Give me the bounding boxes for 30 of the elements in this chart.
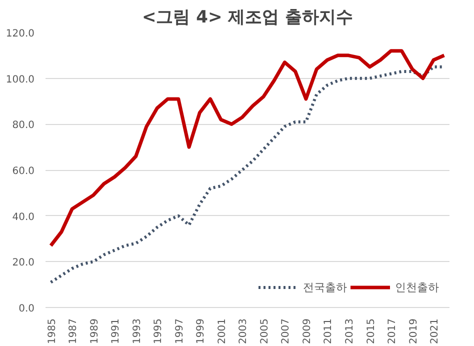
y-tick-label: 20.0 bbox=[12, 258, 34, 269]
y-tick-label: 100.0 bbox=[6, 74, 35, 86]
line-series bbox=[49, 49, 446, 248]
x-tick-label: 2015 bbox=[366, 318, 377, 344]
x-tick-label: 1997 bbox=[174, 318, 186, 344]
x-tick-label: 1999 bbox=[196, 318, 207, 344]
y-tick-label: 80.0 bbox=[12, 120, 34, 132]
x-tick-label: 2017 bbox=[387, 318, 398, 344]
x-tick-label: 1987 bbox=[68, 318, 80, 344]
x-tick-label: 1991 bbox=[110, 318, 122, 344]
x-tick-label: 2013 bbox=[344, 318, 356, 344]
x-tick-label: 1985 bbox=[46, 318, 58, 344]
chart-title: <그림 4> 제조업 출하지수 bbox=[142, 8, 354, 28]
legend-label: 인천출하 bbox=[395, 280, 439, 294]
legend-label: 전국출하 bbox=[303, 280, 347, 294]
x-tick-label: 2019 bbox=[408, 318, 420, 344]
x-tick-label: 2021 bbox=[430, 318, 441, 344]
x-tick-label: 1993 bbox=[132, 318, 143, 344]
x-tick-label: 2007 bbox=[280, 318, 292, 344]
x-tick-label: 2009 bbox=[302, 318, 313, 344]
y-tick-label: 60.0 bbox=[12, 166, 34, 177]
x-tick-label: 2011 bbox=[323, 318, 334, 344]
x-tick-label: 1989 bbox=[89, 318, 100, 344]
y-tick-label: 40.0 bbox=[12, 212, 34, 223]
x-tick-label: 2003 bbox=[238, 318, 250, 344]
x-tick-label: 1995 bbox=[153, 318, 164, 344]
y-tick-label: 120.0 bbox=[6, 28, 35, 40]
x-tick-label: 2005 bbox=[259, 318, 270, 344]
y-tick-label: 0.0 bbox=[18, 304, 35, 314]
x-tick-label: 2001 bbox=[216, 318, 228, 344]
